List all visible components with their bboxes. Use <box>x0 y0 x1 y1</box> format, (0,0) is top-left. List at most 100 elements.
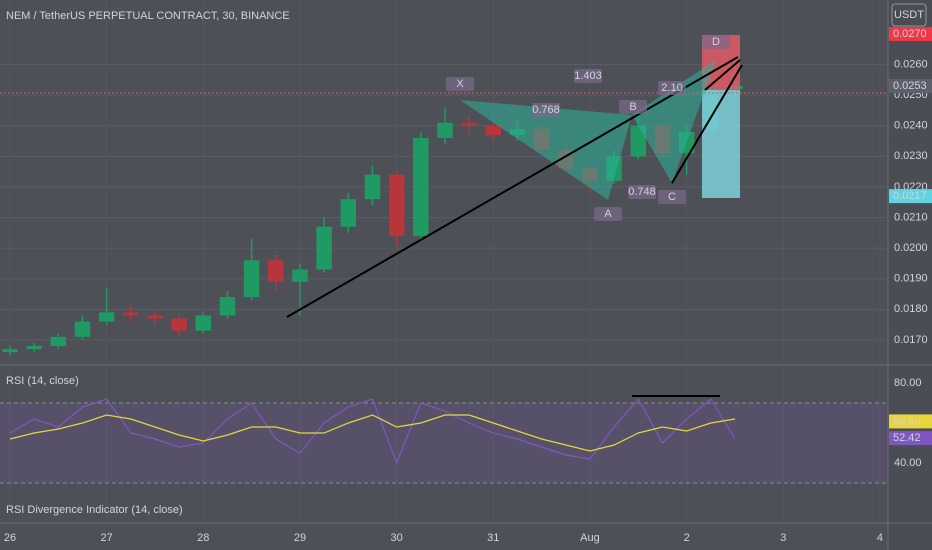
x-tick-label: 4 <box>877 532 883 544</box>
candle <box>147 309 163 325</box>
annotation-box <box>702 35 730 49</box>
annotation-box <box>628 185 656 199</box>
annotation: X <box>456 78 464 90</box>
value-badge-label: 60.80 <box>893 415 921 427</box>
candle-body <box>50 336 67 347</box>
price-badge <box>889 189 932 204</box>
candle <box>364 165 381 206</box>
x-tick-label: 27 <box>101 532 113 544</box>
candle-body <box>219 297 236 316</box>
x-tick-label: 29 <box>294 532 306 544</box>
candle <box>123 306 139 322</box>
rsi-line <box>9 414 736 452</box>
candle-body <box>268 260 284 282</box>
y-tick-label: 0.0200 <box>894 242 928 254</box>
annotation: 0.748 <box>628 186 656 198</box>
y-tick-label: 0.0230 <box>894 150 928 162</box>
annotation-box <box>619 100 647 114</box>
harmonic-leg <box>632 60 716 183</box>
candle-body <box>26 346 42 350</box>
y-tick-label: 0.0260 <box>894 58 928 70</box>
rsi-band <box>0 403 888 483</box>
x-tick-label: 2 <box>684 532 690 544</box>
candle <box>98 287 115 325</box>
candle <box>292 263 308 316</box>
price-badge-label: 0.0217 <box>893 190 927 202</box>
annotation: A <box>604 208 612 220</box>
chart-title: NEM / TetherUS PERPETUAL CONTRACT, 30, B… <box>6 10 290 22</box>
candle <box>171 315 187 337</box>
annotation: 1.403 <box>574 70 602 82</box>
candle <box>437 107 453 145</box>
y-tick-label: 0.0210 <box>894 211 928 223</box>
x-tick-label: 28 <box>197 532 209 544</box>
currency-button[interactable] <box>891 3 927 27</box>
price-badge-label: 0.0270 <box>893 28 927 40</box>
y-tick-label: 40.00 <box>894 457 922 469</box>
candle <box>2 346 18 356</box>
candle-body <box>243 260 260 298</box>
candle-body <box>74 321 91 337</box>
rsi-title: RSI (14, close) <box>6 375 79 387</box>
annotation: 2.10 <box>661 82 682 94</box>
value-badge <box>889 414 932 429</box>
candle <box>26 342 42 353</box>
annotation: 0.768 <box>532 104 560 116</box>
candle-body <box>340 199 357 227</box>
candle <box>268 254 284 291</box>
annotation: D <box>712 36 720 48</box>
candle-body <box>316 226 332 270</box>
rsi-line <box>9 397 736 465</box>
candle-body <box>195 315 212 331</box>
annotation: C <box>668 191 676 203</box>
value-badge-label: 52.42 <box>893 432 921 444</box>
candle-body <box>171 318 187 331</box>
candle <box>50 333 67 350</box>
indicator-title: RSI Divergence Indicator (14, close) <box>6 504 183 516</box>
annotation-box <box>658 81 686 95</box>
trend-line <box>704 59 741 91</box>
candle-body <box>123 312 139 316</box>
candle <box>485 119 502 142</box>
y-tick-label: 0.0240 <box>894 120 928 132</box>
y-tick-label: 0.0180 <box>894 303 928 315</box>
candle-body <box>147 315 163 319</box>
x-tick-label: 26 <box>4 532 16 544</box>
price-badge <box>889 78 932 93</box>
x-tick-label: 31 <box>487 532 499 544</box>
annotation-box <box>594 207 622 221</box>
candle <box>340 193 357 233</box>
candle-body <box>461 122 477 126</box>
currency[interactable]: USDT <box>894 9 924 21</box>
y-tick-label: 0.0170 <box>894 334 928 346</box>
annotation-box <box>446 77 474 91</box>
candle-body <box>413 137 429 236</box>
candle-body <box>292 269 308 282</box>
candle-body <box>630 125 647 157</box>
x-tick-label: 30 <box>391 532 403 544</box>
annotation-box <box>574 69 602 83</box>
harmonic-leg <box>460 100 632 200</box>
candle-body <box>437 122 453 138</box>
candle <box>219 290 236 319</box>
candle-body <box>485 125 502 135</box>
candle-body <box>364 174 381 200</box>
y-tick-label: 0.0190 <box>894 273 928 285</box>
candle-body <box>388 174 405 236</box>
price-badge-label: 0.0253 <box>893 80 927 92</box>
y-tick-label: 80.00 <box>894 377 922 389</box>
candle-body <box>98 312 115 322</box>
trend-line <box>671 64 743 184</box>
value-badge <box>889 431 932 446</box>
candle <box>388 171 405 246</box>
annotation-box <box>532 103 560 117</box>
annotation: B <box>629 101 636 113</box>
candle <box>74 315 91 340</box>
trend-line <box>286 56 739 318</box>
candle <box>316 217 332 273</box>
annotation-box <box>658 190 686 204</box>
candle <box>413 131 429 239</box>
